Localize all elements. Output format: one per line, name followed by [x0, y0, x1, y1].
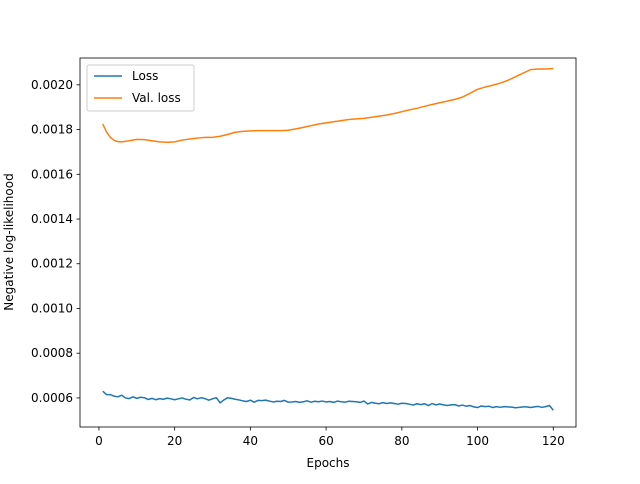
series-layer — [102, 67, 554, 411]
y-tick-label: 0.0016 — [31, 167, 73, 181]
series-line-val-loss — [102, 67, 554, 144]
x-tick-label: 20 — [167, 434, 182, 448]
y-axis-label: Negative log-likelihood — [2, 173, 16, 310]
x-tick-label: 80 — [394, 434, 409, 448]
x-tick-label: 60 — [318, 434, 333, 448]
series-line-loss — [102, 390, 554, 411]
x-tick-label: 100 — [466, 434, 489, 448]
legend-label-val-loss: Val. loss — [132, 91, 181, 105]
x-tick-label: 0 — [95, 434, 103, 448]
x-tick-label: 120 — [542, 434, 565, 448]
y-axis-ticks: 0.0006 0.0008 0.0010 0.0012 0.0014 0.0016 0.00… — [31, 78, 80, 405]
x-tick-label: 40 — [243, 434, 258, 448]
y-tick-label: 0.0014 — [31, 212, 73, 226]
x-axis-label: Epochs — [307, 456, 350, 470]
y-tick-label: 0.0020 — [31, 78, 73, 92]
y-tick-label: 0.0018 — [31, 123, 73, 137]
y-tick-label: 0.0010 — [31, 301, 73, 315]
y-tick-label: 0.0008 — [31, 346, 73, 360]
x-axis-ticks: 0 20 40 60 80 100 120 — [95, 427, 565, 448]
plot-frame — [79, 57, 577, 428]
y-tick-label: 0.0012 — [31, 257, 73, 271]
plot-background — [80, 58, 576, 427]
y-tick-label: 0.0006 — [31, 391, 73, 405]
legend-label-loss: Loss — [132, 69, 158, 83]
legend: Loss Val. loss — [86, 64, 195, 112]
